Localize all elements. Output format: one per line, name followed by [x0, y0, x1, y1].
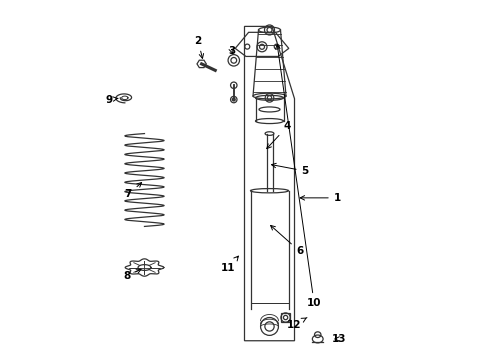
Text: 2: 2 [194, 36, 203, 58]
Text: 1: 1 [300, 193, 340, 203]
Text: 9: 9 [105, 95, 118, 105]
Text: 10: 10 [275, 45, 321, 308]
Text: 8: 8 [123, 269, 141, 282]
Text: 12: 12 [286, 318, 306, 330]
Text: 5: 5 [271, 163, 308, 176]
Text: 13: 13 [331, 334, 346, 344]
Text: 3: 3 [228, 46, 235, 57]
Text: 6: 6 [270, 225, 303, 256]
Text: 11: 11 [221, 256, 238, 273]
Text: 4: 4 [266, 121, 290, 149]
Text: 7: 7 [124, 183, 142, 199]
